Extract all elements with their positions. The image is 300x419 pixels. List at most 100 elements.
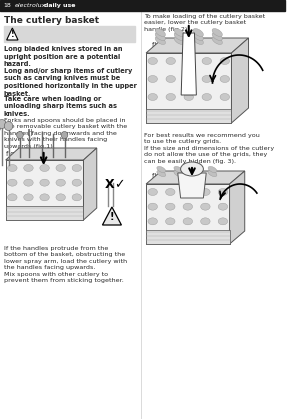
Text: fig. 2: fig. 2 (152, 42, 169, 48)
Polygon shape (7, 28, 18, 40)
Ellipse shape (148, 57, 158, 65)
Ellipse shape (148, 75, 158, 83)
Ellipse shape (183, 233, 193, 240)
Ellipse shape (184, 93, 194, 101)
Polygon shape (146, 184, 230, 244)
Ellipse shape (218, 233, 228, 240)
Ellipse shape (166, 111, 175, 119)
Polygon shape (232, 38, 248, 123)
Ellipse shape (8, 179, 17, 186)
Ellipse shape (166, 189, 175, 196)
Polygon shape (146, 53, 232, 123)
Text: electrolux: electrolux (15, 3, 46, 8)
Ellipse shape (193, 28, 203, 36)
Ellipse shape (166, 75, 175, 83)
Ellipse shape (220, 111, 230, 119)
Ellipse shape (166, 233, 175, 240)
Ellipse shape (202, 75, 211, 83)
Ellipse shape (40, 209, 49, 215)
Ellipse shape (148, 218, 158, 225)
Ellipse shape (201, 189, 210, 196)
Ellipse shape (184, 75, 194, 83)
Polygon shape (230, 171, 245, 244)
Ellipse shape (174, 166, 183, 173)
Ellipse shape (157, 166, 166, 173)
Ellipse shape (56, 194, 65, 201)
Polygon shape (83, 148, 97, 220)
Text: Long and/or sharp items of cutlery
such as carving knives must be
positioned hor: Long and/or sharp items of cutlery such … (4, 67, 137, 97)
Circle shape (0, 124, 1, 132)
Polygon shape (146, 230, 230, 244)
Ellipse shape (157, 171, 166, 176)
Ellipse shape (148, 93, 158, 101)
Ellipse shape (183, 189, 193, 196)
Ellipse shape (148, 203, 158, 210)
Text: !: ! (11, 31, 14, 39)
Ellipse shape (220, 75, 230, 83)
Ellipse shape (212, 28, 222, 36)
Ellipse shape (174, 36, 184, 44)
Ellipse shape (183, 218, 193, 225)
Ellipse shape (174, 28, 184, 36)
Ellipse shape (174, 171, 183, 176)
Text: Take care when loading or
unloading sharp items such as
knives.: Take care when loading or unloading shar… (4, 96, 117, 117)
Ellipse shape (148, 111, 158, 119)
Ellipse shape (40, 194, 49, 201)
Polygon shape (178, 173, 206, 198)
Ellipse shape (72, 209, 82, 215)
Ellipse shape (24, 165, 33, 171)
Ellipse shape (208, 171, 217, 176)
Ellipse shape (8, 194, 17, 201)
Ellipse shape (155, 33, 165, 41)
Ellipse shape (72, 165, 82, 171)
Ellipse shape (166, 203, 175, 210)
Polygon shape (146, 171, 245, 184)
Bar (0, 0, 285, 11)
Ellipse shape (40, 179, 49, 186)
Ellipse shape (218, 189, 228, 196)
Ellipse shape (191, 166, 200, 173)
Text: For best results we recommend you
to use the cutlery grids.
If the size and dime: For best results we recommend you to use… (144, 133, 274, 163)
Ellipse shape (183, 203, 193, 210)
Ellipse shape (220, 57, 230, 65)
Ellipse shape (201, 218, 210, 225)
Text: ✓: ✓ (114, 178, 124, 191)
Polygon shape (181, 33, 196, 95)
Ellipse shape (24, 194, 33, 201)
Circle shape (61, 132, 68, 139)
Ellipse shape (202, 93, 211, 101)
Ellipse shape (40, 165, 49, 171)
Text: If the handles protrude from the
bottom of the basket, obstructing the
lower spr: If the handles protrude from the bottom … (4, 246, 127, 283)
Ellipse shape (166, 93, 175, 101)
Ellipse shape (220, 93, 230, 101)
Ellipse shape (72, 179, 82, 186)
Ellipse shape (24, 209, 33, 215)
Ellipse shape (212, 33, 222, 41)
Ellipse shape (166, 57, 175, 65)
Polygon shape (102, 207, 122, 225)
Ellipse shape (148, 189, 158, 196)
Text: fig. 3: fig. 3 (152, 173, 169, 179)
Ellipse shape (202, 57, 211, 65)
Ellipse shape (208, 166, 217, 173)
Circle shape (16, 132, 23, 139)
Ellipse shape (201, 203, 210, 210)
Text: Forks and spoons should be placed in
the removable cutlery basket with the
handl: Forks and spoons should be placed in the… (4, 118, 127, 149)
Ellipse shape (72, 194, 82, 201)
Text: X: X (104, 178, 114, 191)
Ellipse shape (56, 179, 65, 186)
Text: The cutlery basket: The cutlery basket (4, 16, 99, 25)
Polygon shape (6, 206, 83, 220)
Ellipse shape (166, 218, 175, 225)
Ellipse shape (174, 33, 184, 41)
Polygon shape (6, 148, 97, 160)
Ellipse shape (181, 162, 203, 176)
Circle shape (4, 122, 13, 130)
Ellipse shape (155, 36, 165, 44)
Ellipse shape (184, 111, 194, 119)
Ellipse shape (155, 28, 165, 36)
Text: fig. 1: fig. 1 (6, 151, 22, 157)
Ellipse shape (218, 203, 228, 210)
Ellipse shape (218, 218, 228, 225)
Ellipse shape (202, 111, 211, 119)
